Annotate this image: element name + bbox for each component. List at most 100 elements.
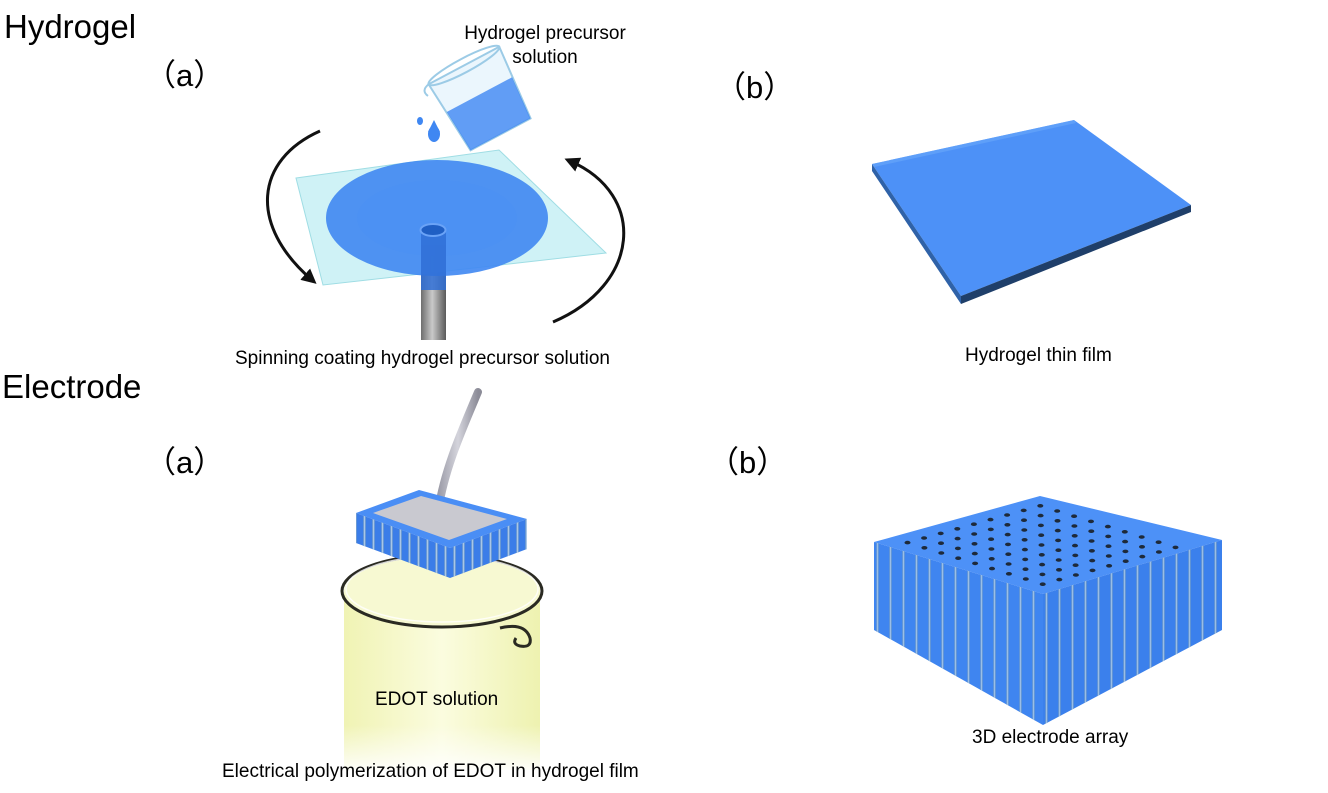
precursor-label: Hydrogel precursor solution: [445, 23, 645, 69]
electrode-pillar-top: [921, 546, 928, 550]
electrode-pillar-top: [1039, 582, 1046, 586]
electrode-pillar-top: [1089, 568, 1096, 573]
electrode-pillar-top: [988, 547, 995, 551]
electrode-pillar-top: [1072, 563, 1079, 567]
electrode-wire: [434, 388, 482, 516]
electrode-pillar-top: [1105, 534, 1112, 539]
electrode-pillar-top: [904, 540, 911, 545]
electrode-pillar-top: [971, 551, 978, 556]
electrode-pillar-top: [1004, 532, 1011, 537]
electrode-pillar-top: [988, 537, 995, 541]
electrode-pillar-top: [989, 566, 995, 571]
electrode-pillar-top: [1037, 513, 1044, 518]
electrode-pillar-top: [1088, 519, 1094, 524]
electrode-pillar-top: [1004, 513, 1011, 517]
electrode-pillar-top: [1022, 557, 1029, 562]
electrode-pillar-top: [1155, 540, 1162, 544]
electrode-pillar-top: [1106, 564, 1113, 568]
rotation-arrow-right-icon: [552, 157, 626, 324]
hydrogel-chip: [356, 490, 527, 578]
electrode-pillar-top: [1056, 577, 1063, 582]
electrode-pillar-top: [1072, 543, 1078, 548]
electrode-pillar-top: [1022, 577, 1029, 581]
electrode-pillar-top: [921, 536, 928, 540]
electrode-pillar-top: [1054, 509, 1061, 513]
electrode-pillar-top: [1021, 518, 1027, 522]
electrode-pillar-top: [1088, 529, 1095, 533]
electrode-pillar-top: [1005, 552, 1012, 556]
electrode-pillar-top: [987, 527, 994, 532]
electrode-pillar-top: [1021, 528, 1028, 532]
electrode-pillar-top: [1155, 550, 1162, 554]
electrode-pillar-top: [1105, 544, 1112, 548]
beaker-label-edot: EDOT solution: [375, 689, 499, 710]
electrode-pillar-top: [1005, 572, 1012, 576]
panel-label-hydrogel-a: （a）: [145, 58, 225, 93]
panel-label-electrode-a: （a）: [145, 445, 225, 480]
electrode-pillar-top: [1056, 568, 1062, 572]
electrode-pillar-top: [1055, 538, 1062, 543]
caption-3d-electrode-array: 3D electrode array: [972, 727, 1129, 748]
electrode-pillar-top: [1138, 535, 1145, 539]
electrode-pillar-top: [1071, 534, 1078, 538]
electrode-pillar-top: [938, 551, 945, 555]
spindle-top: [419, 223, 447, 237]
electrode-array-illustration: [874, 496, 1222, 725]
electrode-pillar-top: [1139, 554, 1146, 559]
electrode-pillar-top: [1038, 533, 1045, 537]
electrode-pillar-top: [1104, 524, 1111, 529]
caption-spin-coating: Spinning coating hydrogel precursor solu…: [235, 348, 610, 369]
electrode-pillar-top: [1055, 548, 1062, 552]
hydrogel-thin-film-illustration: [872, 120, 1191, 304]
electrode-pillar-top: [1038, 543, 1045, 547]
electrode-pillar-top: [1039, 572, 1046, 577]
electrode-pillar-top: [1121, 530, 1128, 534]
electrode-pillar-top: [1071, 524, 1078, 528]
electrode-pillar-top: [1122, 549, 1129, 554]
electrode-pillar-top: [1054, 528, 1061, 533]
electrode-pillar-top: [1038, 553, 1045, 557]
droplet-icon: [417, 117, 423, 125]
electrode-pillar-top: [1022, 567, 1029, 571]
electrode-pillar-top: [971, 542, 978, 546]
electrode-pillar-top: [1139, 545, 1145, 549]
electrode-pillar-top: [954, 527, 961, 531]
section-title-electrode: Electrode: [2, 368, 142, 405]
electrode-pillar-top: [1054, 519, 1061, 523]
electrode-pillar-top: [971, 532, 978, 536]
electrode-pillar-top: [1172, 545, 1179, 550]
electrode-pillar-top: [1039, 562, 1046, 567]
electrode-pillar-tops: [904, 504, 1179, 586]
electrode-pillar-top: [1105, 554, 1112, 558]
precursor-label-line1: Hydrogel precursor: [464, 23, 626, 44]
electrode-pillar-top: [955, 556, 962, 560]
electrode-pillar-top: [1072, 573, 1079, 577]
rotation-arrow-left-icon: [265, 129, 321, 284]
electrode-pillar-top: [1122, 539, 1129, 544]
electrode-pillar-top: [1037, 523, 1044, 528]
edot-liquid-surface: [344, 556, 540, 626]
pouring-beaker-icon: [423, 44, 532, 152]
electropolymerization-illustration: [340, 388, 544, 770]
spin-coating-illustration: [265, 44, 626, 340]
panel-label-electrode-b: （b）: [708, 445, 788, 480]
electrode-pillar-top: [1021, 538, 1028, 542]
caption-hydrogel-thin-film: Hydrogel thin film: [965, 345, 1112, 366]
electrode-pillar-top: [938, 541, 944, 545]
electrode-pillar-top: [1122, 559, 1129, 563]
electrode-pillar-top: [1020, 508, 1027, 513]
electrode-pillar-top: [1021, 547, 1028, 552]
panel-label-hydrogel-b: （b）: [715, 70, 795, 105]
electrode-pillar-top: [1037, 504, 1044, 508]
electrode-pillar-top: [1089, 558, 1096, 563]
caption-electropolymerization: Electrical polymerization of EDOT in hyd…: [222, 761, 639, 782]
electrode-pillar-top: [1005, 542, 1011, 547]
electrode-pillar-top: [988, 557, 995, 561]
electrode-pillar-top: [954, 536, 961, 541]
beaker-spout: [499, 624, 532, 648]
electrode-pillar-top: [1072, 553, 1079, 558]
precursor-label-line2: solution: [512, 47, 578, 68]
electrode-pillar-top: [970, 522, 977, 526]
section-title-hydrogel: Hydrogel: [4, 8, 137, 45]
